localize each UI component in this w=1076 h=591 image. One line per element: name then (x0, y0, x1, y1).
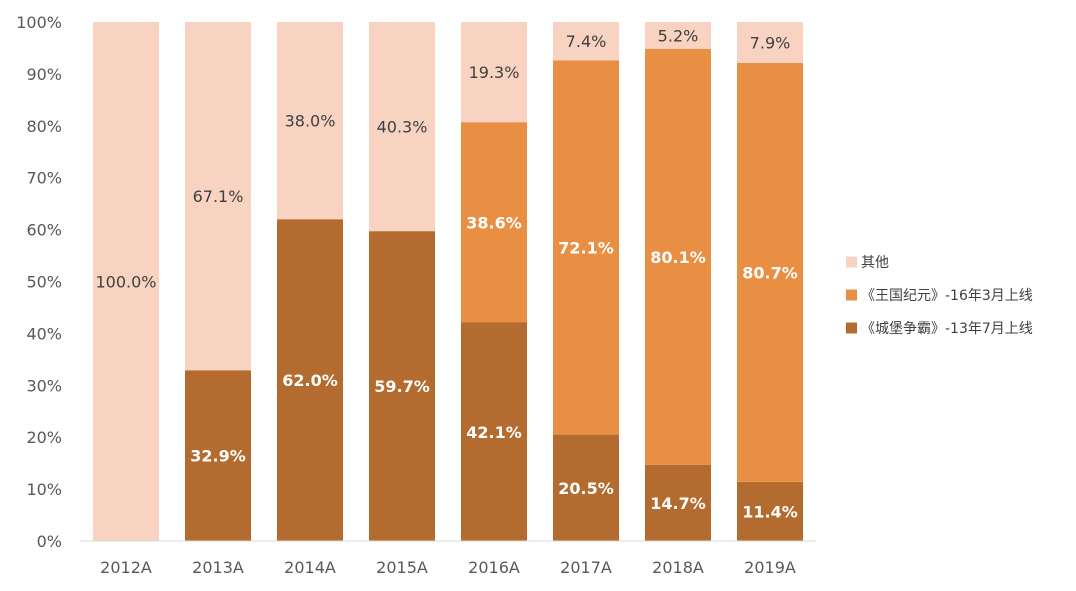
bar-segment-2013A-series-2 (185, 22, 251, 371)
bar-segment-2014A-series-2 (277, 22, 343, 220)
bar-segment-2012A-series-2 (93, 22, 159, 541)
x-tick-label: 2012A (100, 558, 152, 577)
x-tick-label: 2017A (560, 558, 612, 577)
x-tick-label: 2019A (744, 558, 796, 577)
y-tick-label: 30% (26, 376, 62, 395)
y-tick-label: 50% (26, 273, 62, 292)
data-label-2016A-series-1: 38.6% (466, 213, 522, 232)
data-label-2017A-series-0: 20.5% (558, 479, 614, 498)
bar-segment-2014A-series-0 (277, 219, 343, 541)
data-label-2019A-series-0: 11.4% (742, 502, 798, 521)
bar-segment-2017A-series-0 (553, 434, 619, 541)
axes-layer: 2012A 2013A 2014A 2015A 2016A 2017A 2018A 2019A… (16, 13, 816, 577)
y-tick-label: 90% (26, 65, 62, 84)
data-label-2019A-series-2: 7.9% (750, 34, 791, 53)
data-label-2014A-series-0: 62.0% (282, 371, 338, 390)
bar-segment-2019A-series-1 (737, 63, 803, 482)
x-tick-label: 2013A (192, 558, 244, 577)
data-label-2016A-series-0: 42.1% (466, 423, 522, 442)
data-label-2017A-series-1: 72.1% (558, 239, 614, 258)
data-label-2016A-series-2: 19.3% (469, 63, 520, 82)
data-label-2018A-series-0: 14.7% (650, 494, 706, 513)
bar-segment-2017A-series-2 (553, 22, 619, 61)
y-tick-label: 10% (26, 480, 62, 499)
legend: 其他《王国纪元》-16年3月上线《城堡争霸》-13年7月上线 (846, 255, 1033, 337)
x-tick-label: 2016A (468, 558, 520, 577)
bar-segment-2016A-series-1 (461, 122, 527, 323)
y-tick-label: 60% (26, 221, 62, 240)
bar-segment-2019A-series-0 (737, 481, 803, 541)
bar-segment-2016A-series-0 (461, 322, 527, 541)
data-label-2014A-series-2: 38.0% (285, 112, 336, 131)
y-tick-label: 40% (26, 324, 62, 343)
bar-segment-2018A-series-0 (645, 464, 711, 541)
legend-label-series-2: 其他 (861, 255, 889, 271)
y-tick-label: 70% (26, 169, 62, 188)
bar-segment-2018A-series-2 (645, 22, 711, 49)
legend-label-series-1: 《王国纪元》-16年3月上线 (861, 288, 1033, 304)
bar-segment-2017A-series-1 (553, 60, 619, 435)
y-tick-label: 80% (26, 117, 62, 136)
data-label-2012A-series-2: 100.0% (95, 273, 156, 292)
data-label-2013A-series-2: 67.1% (193, 187, 244, 206)
bars-layer (93, 22, 803, 542)
bar-segment-2019A-series-2 (737, 22, 803, 64)
bar-segment-2015A-series-2 (369, 22, 435, 232)
bar-segment-2016A-series-2 (461, 22, 527, 123)
x-tick-label: 2018A (652, 558, 704, 577)
y-tick-label: 20% (26, 428, 62, 447)
data-label-2015A-series-2: 40.3% (377, 118, 428, 137)
data-label-2017A-series-2: 7.4% (566, 32, 607, 51)
data-label-2018A-series-2: 5.2% (658, 26, 699, 45)
y-tick-label: 100% (16, 13, 62, 32)
data-label-2019A-series-1: 80.7% (742, 263, 798, 282)
y-tick-label: 0% (37, 532, 62, 551)
data-label-2018A-series-1: 80.1% (650, 248, 706, 267)
x-tick-label: 2015A (376, 558, 428, 577)
segment-labels-layer: 100.0% 32.9% 67.1% 62.0% 38.0% 59.7% 40.3% 42.1… (95, 26, 797, 521)
data-label-2015A-series-0: 59.7% (374, 377, 430, 396)
data-label-2013A-series-0: 32.9% (190, 447, 246, 466)
legend-swatch-series-0 (846, 322, 857, 334)
legend-label-series-0: 《城堡争霸》-13年7月上线 (861, 321, 1033, 337)
x-tick-label: 2014A (284, 558, 336, 577)
legend-swatch-series-1 (846, 289, 857, 301)
bar-segment-2018A-series-1 (645, 48, 711, 465)
bar-segment-2013A-series-0 (185, 370, 251, 541)
bar-segment-2015A-series-0 (369, 231, 435, 542)
legend-swatch-series-2 (846, 256, 857, 268)
